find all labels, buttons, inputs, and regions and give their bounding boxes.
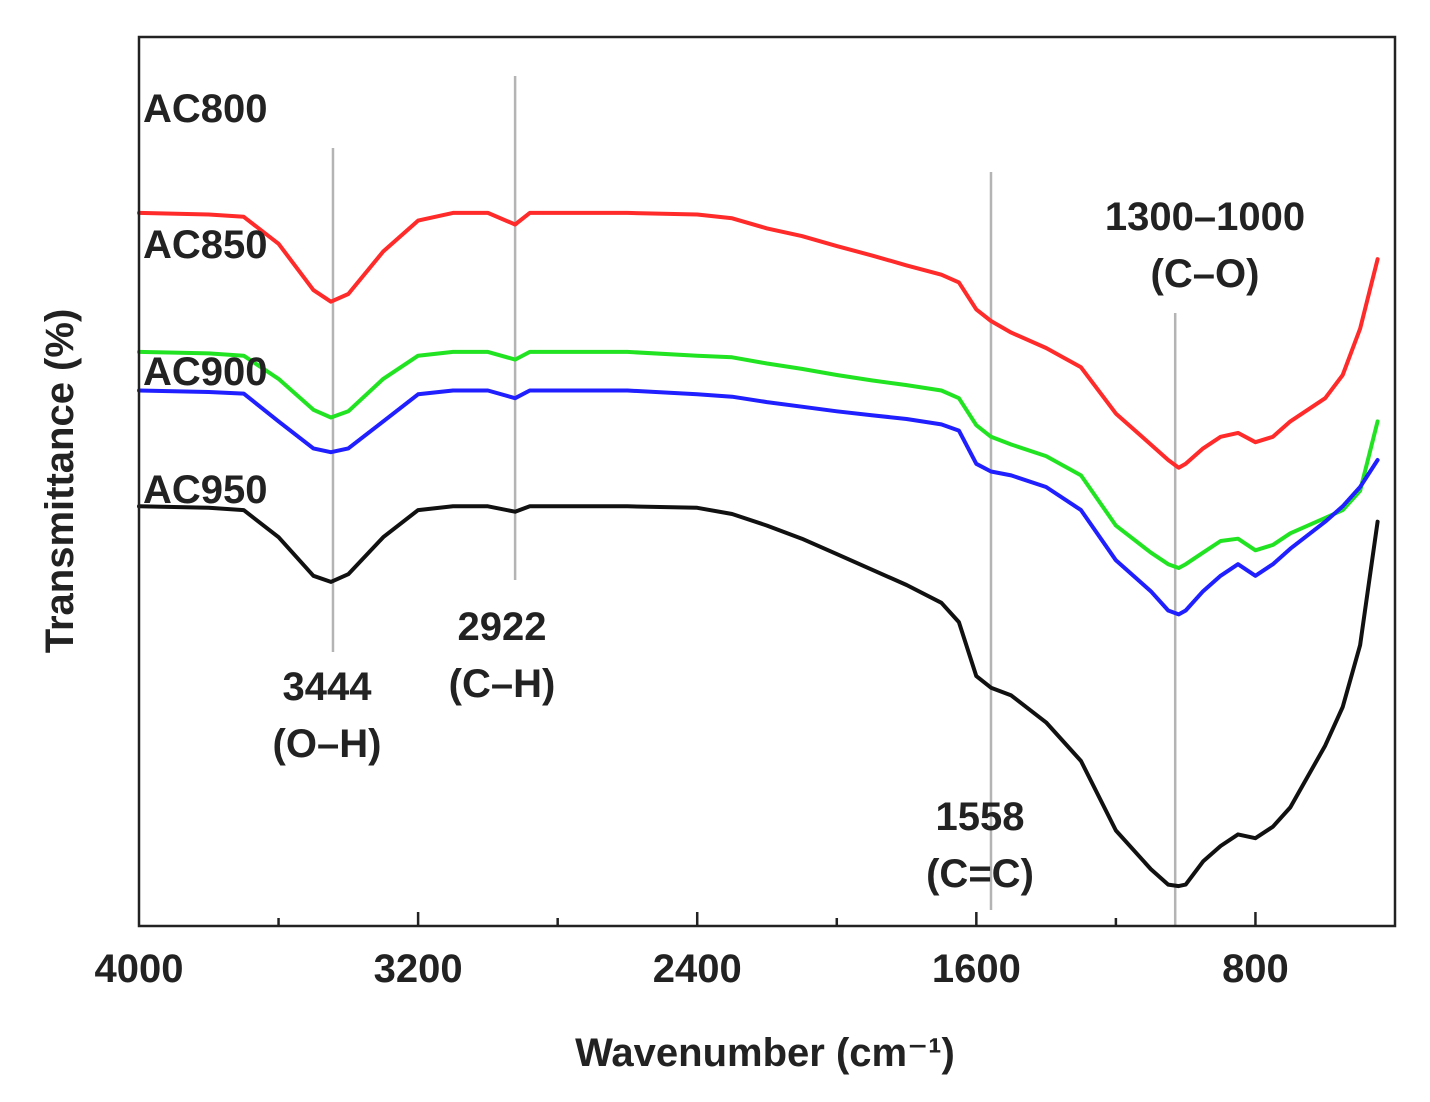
series-line-ac950 xyxy=(137,504,1380,889)
x-axis-title: Wavenumber (cm⁻¹) xyxy=(575,1031,955,1075)
series-label-ac950: AC950 xyxy=(143,468,268,512)
series-line-ac850 xyxy=(137,349,1380,570)
annot-value-co: 1300–1000 xyxy=(1105,195,1305,239)
series-line-ac900 xyxy=(137,388,1380,617)
x-ticks xyxy=(277,912,1257,926)
annot-value-2922: 2922 xyxy=(458,605,547,649)
series-label-ac900: AC900 xyxy=(143,350,268,394)
series-label-ac850: AC850 xyxy=(143,223,268,267)
reference-lines xyxy=(331,76,1177,926)
x-tick-label: 1600 xyxy=(932,947,1021,991)
series-lines xyxy=(137,210,1380,889)
y-axis-title: Transmittance (%) xyxy=(38,309,82,654)
peak-annotations: 3444 (O–H) 2922 (C–H) 1558 (C=C) 1300–10… xyxy=(273,195,1306,896)
annot-bond-2922: (C–H) xyxy=(449,662,556,706)
x-tick-label: 4000 xyxy=(95,947,184,991)
annot-bond-1558: (C=C) xyxy=(926,852,1034,896)
x-tick-label: 2400 xyxy=(653,947,742,991)
x-tick-label: 800 xyxy=(1222,947,1289,991)
series-line-ac800 xyxy=(137,210,1380,470)
annot-bond-co: (C–O) xyxy=(1151,252,1260,296)
series-label-ac800: AC800 xyxy=(143,87,268,131)
x-tick-labels: 4000 3200 2400 1600 800 xyxy=(95,947,1289,991)
annot-bond-3444: (O–H) xyxy=(273,722,382,766)
annot-value-1558: 1558 xyxy=(936,795,1025,839)
plot-frame xyxy=(137,35,1397,928)
annot-value-3444: 3444 xyxy=(283,665,373,709)
series-labels: AC800 AC850 AC900 AC950 xyxy=(143,87,268,512)
x-tick-label: 3200 xyxy=(374,947,463,991)
